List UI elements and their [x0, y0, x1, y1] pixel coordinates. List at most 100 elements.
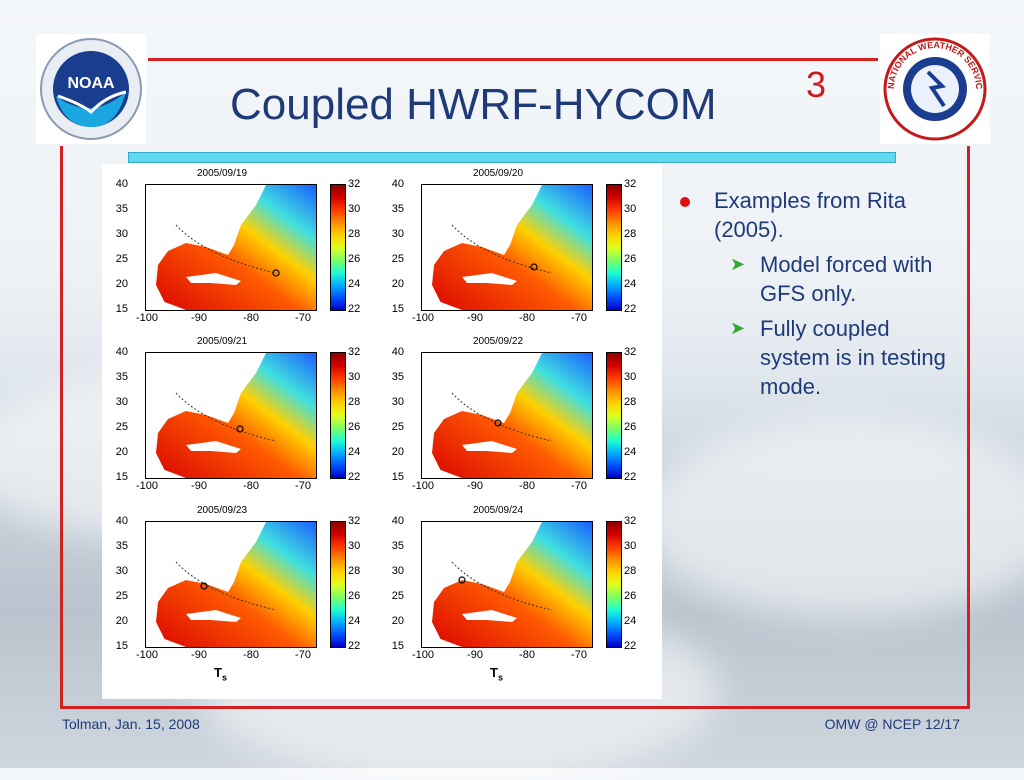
colorbar	[606, 352, 622, 479]
colorbar-tick-label: 30	[348, 203, 361, 215]
y-tick-label: 30	[391, 565, 404, 577]
colorbar-tick-label: 26	[624, 590, 637, 602]
colorbar-tick-label: 22	[624, 640, 637, 652]
x-tick-label: -70	[571, 480, 587, 492]
colorbar-tick-label: 24	[348, 446, 361, 458]
colorbar-tick-label: 26	[348, 421, 361, 433]
x-tick-label: -100	[411, 312, 435, 324]
sst-panel: 2005/09/21 40 35 30 25 20 15 -100 -90 -80 -70 32 30 2…	[102, 336, 372, 506]
sst-panel: 2005/09/19 40 35 30 25 20 15 -100 -90 -80 -70 32 30 2…	[102, 168, 372, 338]
colorbar-tick-label: 22	[348, 471, 361, 483]
y-tick-label: 40	[391, 178, 404, 190]
y-tick-label: 30	[115, 396, 128, 408]
y-tick-label: 35	[115, 203, 128, 215]
colorbar-tick-label: 24	[348, 278, 361, 290]
colorbar-tick-label: 28	[624, 228, 637, 240]
x-tick-label: -100	[411, 480, 435, 492]
colorbar	[606, 521, 622, 648]
slide-title: Coupled HWRF-HYCOM	[230, 80, 717, 129]
y-tick-label: 35	[391, 540, 404, 552]
x-tick-label: -90	[467, 312, 483, 324]
cyan-divider	[128, 152, 896, 163]
y-tick-label: 40	[115, 178, 128, 190]
x-tick-label: -70	[571, 649, 587, 661]
variable-subscript: s	[221, 672, 227, 683]
y-tick-label: 20	[115, 615, 128, 627]
colorbar-tick-label: 24	[624, 446, 637, 458]
variable-symbol: T	[214, 665, 222, 680]
y-tick-label: 40	[115, 346, 128, 358]
colorbar-tick-label: 22	[348, 303, 361, 315]
y-tick-label: 25	[115, 421, 128, 433]
y-tick-label: 20	[391, 278, 404, 290]
x-tick-label: -90	[191, 312, 207, 324]
colorbar-tick-label: 24	[624, 278, 637, 290]
chevron-right-icon: ➤	[730, 254, 746, 274]
colorbar	[330, 184, 346, 311]
x-tick-label: -100	[411, 649, 435, 661]
x-tick-label: -80	[243, 649, 259, 661]
x-tick-label: -70	[571, 312, 587, 324]
colorbar-tick-label: 32	[348, 515, 361, 527]
colorbar-tick-label: 32	[348, 346, 361, 358]
x-tick-label: -80	[243, 480, 259, 492]
title-rule	[148, 58, 878, 61]
panel-date: 2005/09/21	[196, 336, 248, 347]
y-tick-label: 20	[115, 278, 128, 290]
x-tick-label: -70	[295, 649, 311, 661]
bullet-main-text: Examples from Rita (2005).	[714, 188, 906, 242]
sst-panel: 2005/09/23 40 35 30 25 20 15 -100 -90 -80 -70 32 30 2…	[102, 505, 372, 683]
x-tick-label: -80	[519, 312, 535, 324]
x-tick-label: -90	[467, 480, 483, 492]
y-tick-label: 15	[391, 471, 404, 483]
colorbar	[330, 352, 346, 479]
sst-map	[145, 352, 317, 479]
colorbar-tick-label: 24	[624, 615, 637, 627]
x-tick-label: -90	[191, 480, 207, 492]
x-tick-label: -80	[519, 480, 535, 492]
bullet-dot-icon	[680, 197, 690, 207]
colorbar-tick-label: 30	[348, 371, 361, 383]
noaa-logo: NOAA	[36, 34, 146, 144]
sst-map	[421, 521, 593, 648]
bullet-sub-text: Model forced with GFS only.	[760, 252, 933, 306]
variable-subscript: s	[497, 672, 503, 683]
y-tick-label: 35	[391, 203, 404, 215]
colorbar-tick-label: 32	[624, 346, 637, 358]
y-tick-label: 15	[391, 640, 404, 652]
colorbar-tick-label: 22	[624, 303, 637, 315]
colorbar-tick-label: 24	[348, 615, 361, 627]
slide-number: 3	[806, 64, 827, 105]
y-tick-label: 15	[115, 640, 128, 652]
colorbar	[330, 521, 346, 648]
sst-figure: 2005/09/19 40 35 30 25 20 15 -100 -90 -80 -70 32 30 2…	[102, 164, 662, 699]
y-tick-label: 25	[391, 253, 404, 265]
y-tick-label: 30	[115, 565, 128, 577]
footer-right: OMW @ NCEP 12/17	[824, 716, 960, 732]
y-tick-label: 15	[115, 471, 128, 483]
y-tick-label: 20	[391, 615, 404, 627]
footer-left: Tolman, Jan. 15, 2008	[62, 716, 200, 732]
colorbar-tick-label: 22	[624, 471, 637, 483]
y-tick-label: 30	[115, 228, 128, 240]
y-tick-label: 20	[115, 446, 128, 458]
colorbar-tick-label: 22	[348, 640, 361, 652]
colorbar-tick-label: 30	[624, 371, 637, 383]
sst-panel: 2005/09/20 40 35 30 25 20 15 -100 -90 -80 -70 32 30 2…	[378, 168, 648, 338]
panel-date: 2005/09/24	[472, 505, 524, 516]
y-tick-label: 15	[115, 303, 128, 315]
colorbar-tick-label: 28	[348, 396, 361, 408]
y-tick-label: 40	[391, 515, 404, 527]
x-tick-label: -100	[135, 312, 159, 324]
y-tick-label: 35	[391, 371, 404, 383]
x-tick-label: -70	[295, 312, 311, 324]
x-tick-label: -70	[295, 480, 311, 492]
sst-panel: 2005/09/24 40 35 30 25 20 15 -100 -90 -80 -70 32 30 2…	[378, 505, 648, 683]
y-tick-label: 25	[391, 421, 404, 433]
y-tick-label: 20	[391, 446, 404, 458]
bullet-sub-text: Fully coupled system is in testing mode.	[760, 316, 946, 399]
colorbar-tick-label: 26	[624, 421, 637, 433]
bullet-main: Examples from Rita (2005).	[678, 186, 958, 244]
bullet-sub-2: ➤ Fully coupled system is in testing mod…	[678, 314, 958, 401]
chevron-right-icon: ➤	[730, 318, 746, 338]
